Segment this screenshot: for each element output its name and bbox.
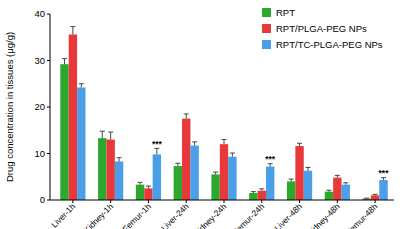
bar xyxy=(98,138,106,200)
legend-swatch xyxy=(262,8,271,17)
error-bar xyxy=(297,143,302,146)
error-bar xyxy=(259,189,264,191)
y-axis-label: Drug concentration in tissues (μg/g) xyxy=(4,32,15,182)
x-tick xyxy=(337,200,338,203)
bar xyxy=(304,171,312,200)
x-tick xyxy=(148,200,149,203)
bar xyxy=(190,146,198,200)
error-bar xyxy=(117,158,122,162)
bar xyxy=(287,181,295,200)
error-bar xyxy=(79,84,84,88)
legend-label: RPT xyxy=(276,7,295,18)
y-tick xyxy=(47,153,50,154)
error-bar xyxy=(62,59,67,65)
x-tick-label: Femur-48h xyxy=(344,201,380,229)
error-bar xyxy=(138,182,143,184)
bar xyxy=(342,185,350,200)
bar xyxy=(333,178,341,200)
y-tick xyxy=(47,14,50,15)
legend-label: RPT/PLGA-PEG NPs xyxy=(276,23,367,34)
bar xyxy=(115,161,123,200)
y-tick-label: 20 xyxy=(34,101,45,112)
x-tick-label: Kidney-24h xyxy=(192,201,229,229)
legend: RPT RPT/PLGA-PEG NPs RPT/TC-PLGA-PEG NPs xyxy=(262,7,383,50)
x-tick-label: Femur-24h xyxy=(230,201,266,229)
bar xyxy=(371,195,379,200)
annotation: *** xyxy=(265,154,276,164)
annotation: *** xyxy=(152,139,163,149)
bar xyxy=(77,87,85,200)
error-bar xyxy=(192,142,197,146)
x-axis xyxy=(50,200,394,201)
x-tick xyxy=(261,200,262,203)
error-bar xyxy=(305,167,310,170)
bar xyxy=(144,188,152,200)
error-bar xyxy=(251,192,256,193)
bar xyxy=(182,119,190,200)
error-bar xyxy=(154,148,159,154)
error-bar xyxy=(222,140,227,145)
chart: 010203040Liver-1hKidney-1hFemur-1hLiver-… xyxy=(0,0,400,229)
error-bar xyxy=(373,194,378,196)
bar xyxy=(153,154,161,200)
bar xyxy=(211,174,219,200)
x-tick-label: Liver-24h xyxy=(159,201,191,229)
error-bar xyxy=(213,172,218,174)
x-tick xyxy=(299,200,300,203)
x-tick-label: Liver-1h xyxy=(49,201,78,229)
legend-label: RPT/TC-PLGA-PEG NPs xyxy=(276,39,383,50)
error-bar xyxy=(364,198,369,199)
y-tick xyxy=(47,107,50,108)
bar xyxy=(174,166,182,200)
error-bar xyxy=(70,27,75,35)
bar xyxy=(220,144,228,200)
x-tick xyxy=(72,200,73,203)
y-tick xyxy=(47,200,50,201)
error-bar xyxy=(335,175,340,177)
error-bar xyxy=(184,114,189,119)
legend-swatch xyxy=(262,24,271,33)
error-bar xyxy=(100,131,105,138)
legend-swatch xyxy=(262,40,271,49)
bar xyxy=(325,192,333,200)
error-bar xyxy=(175,163,180,166)
x-tick xyxy=(186,200,187,203)
x-tick-label: Kidney-48h xyxy=(305,201,342,229)
bar xyxy=(249,193,257,200)
y-tick xyxy=(47,60,50,61)
annotation: *** xyxy=(379,168,390,178)
x-tick-label: Kidney-1h xyxy=(82,201,116,229)
y-tick-label: 30 xyxy=(34,55,45,66)
x-tick-label: Liver-48h xyxy=(272,201,304,229)
error-bar xyxy=(230,153,235,157)
y-tick-label: 0 xyxy=(40,194,45,205)
x-tick-label: Femur-1h xyxy=(120,201,153,229)
x-tick xyxy=(110,200,111,203)
bar xyxy=(258,191,266,200)
y-tick-label: 10 xyxy=(34,148,45,159)
bar xyxy=(60,64,68,200)
bar xyxy=(69,34,77,200)
bar xyxy=(228,157,236,200)
error-bar xyxy=(146,186,151,188)
error-bar xyxy=(326,190,331,191)
bar xyxy=(379,180,387,200)
bar xyxy=(266,167,274,200)
bar xyxy=(295,146,303,200)
error-bar xyxy=(343,183,348,185)
bar xyxy=(106,140,114,200)
error-bar xyxy=(289,179,294,181)
bars xyxy=(60,27,387,200)
y-tick-label: 40 xyxy=(34,8,45,19)
bar xyxy=(136,185,144,200)
error-bar xyxy=(108,132,113,139)
x-tick xyxy=(224,200,225,203)
x-tick xyxy=(375,200,376,203)
